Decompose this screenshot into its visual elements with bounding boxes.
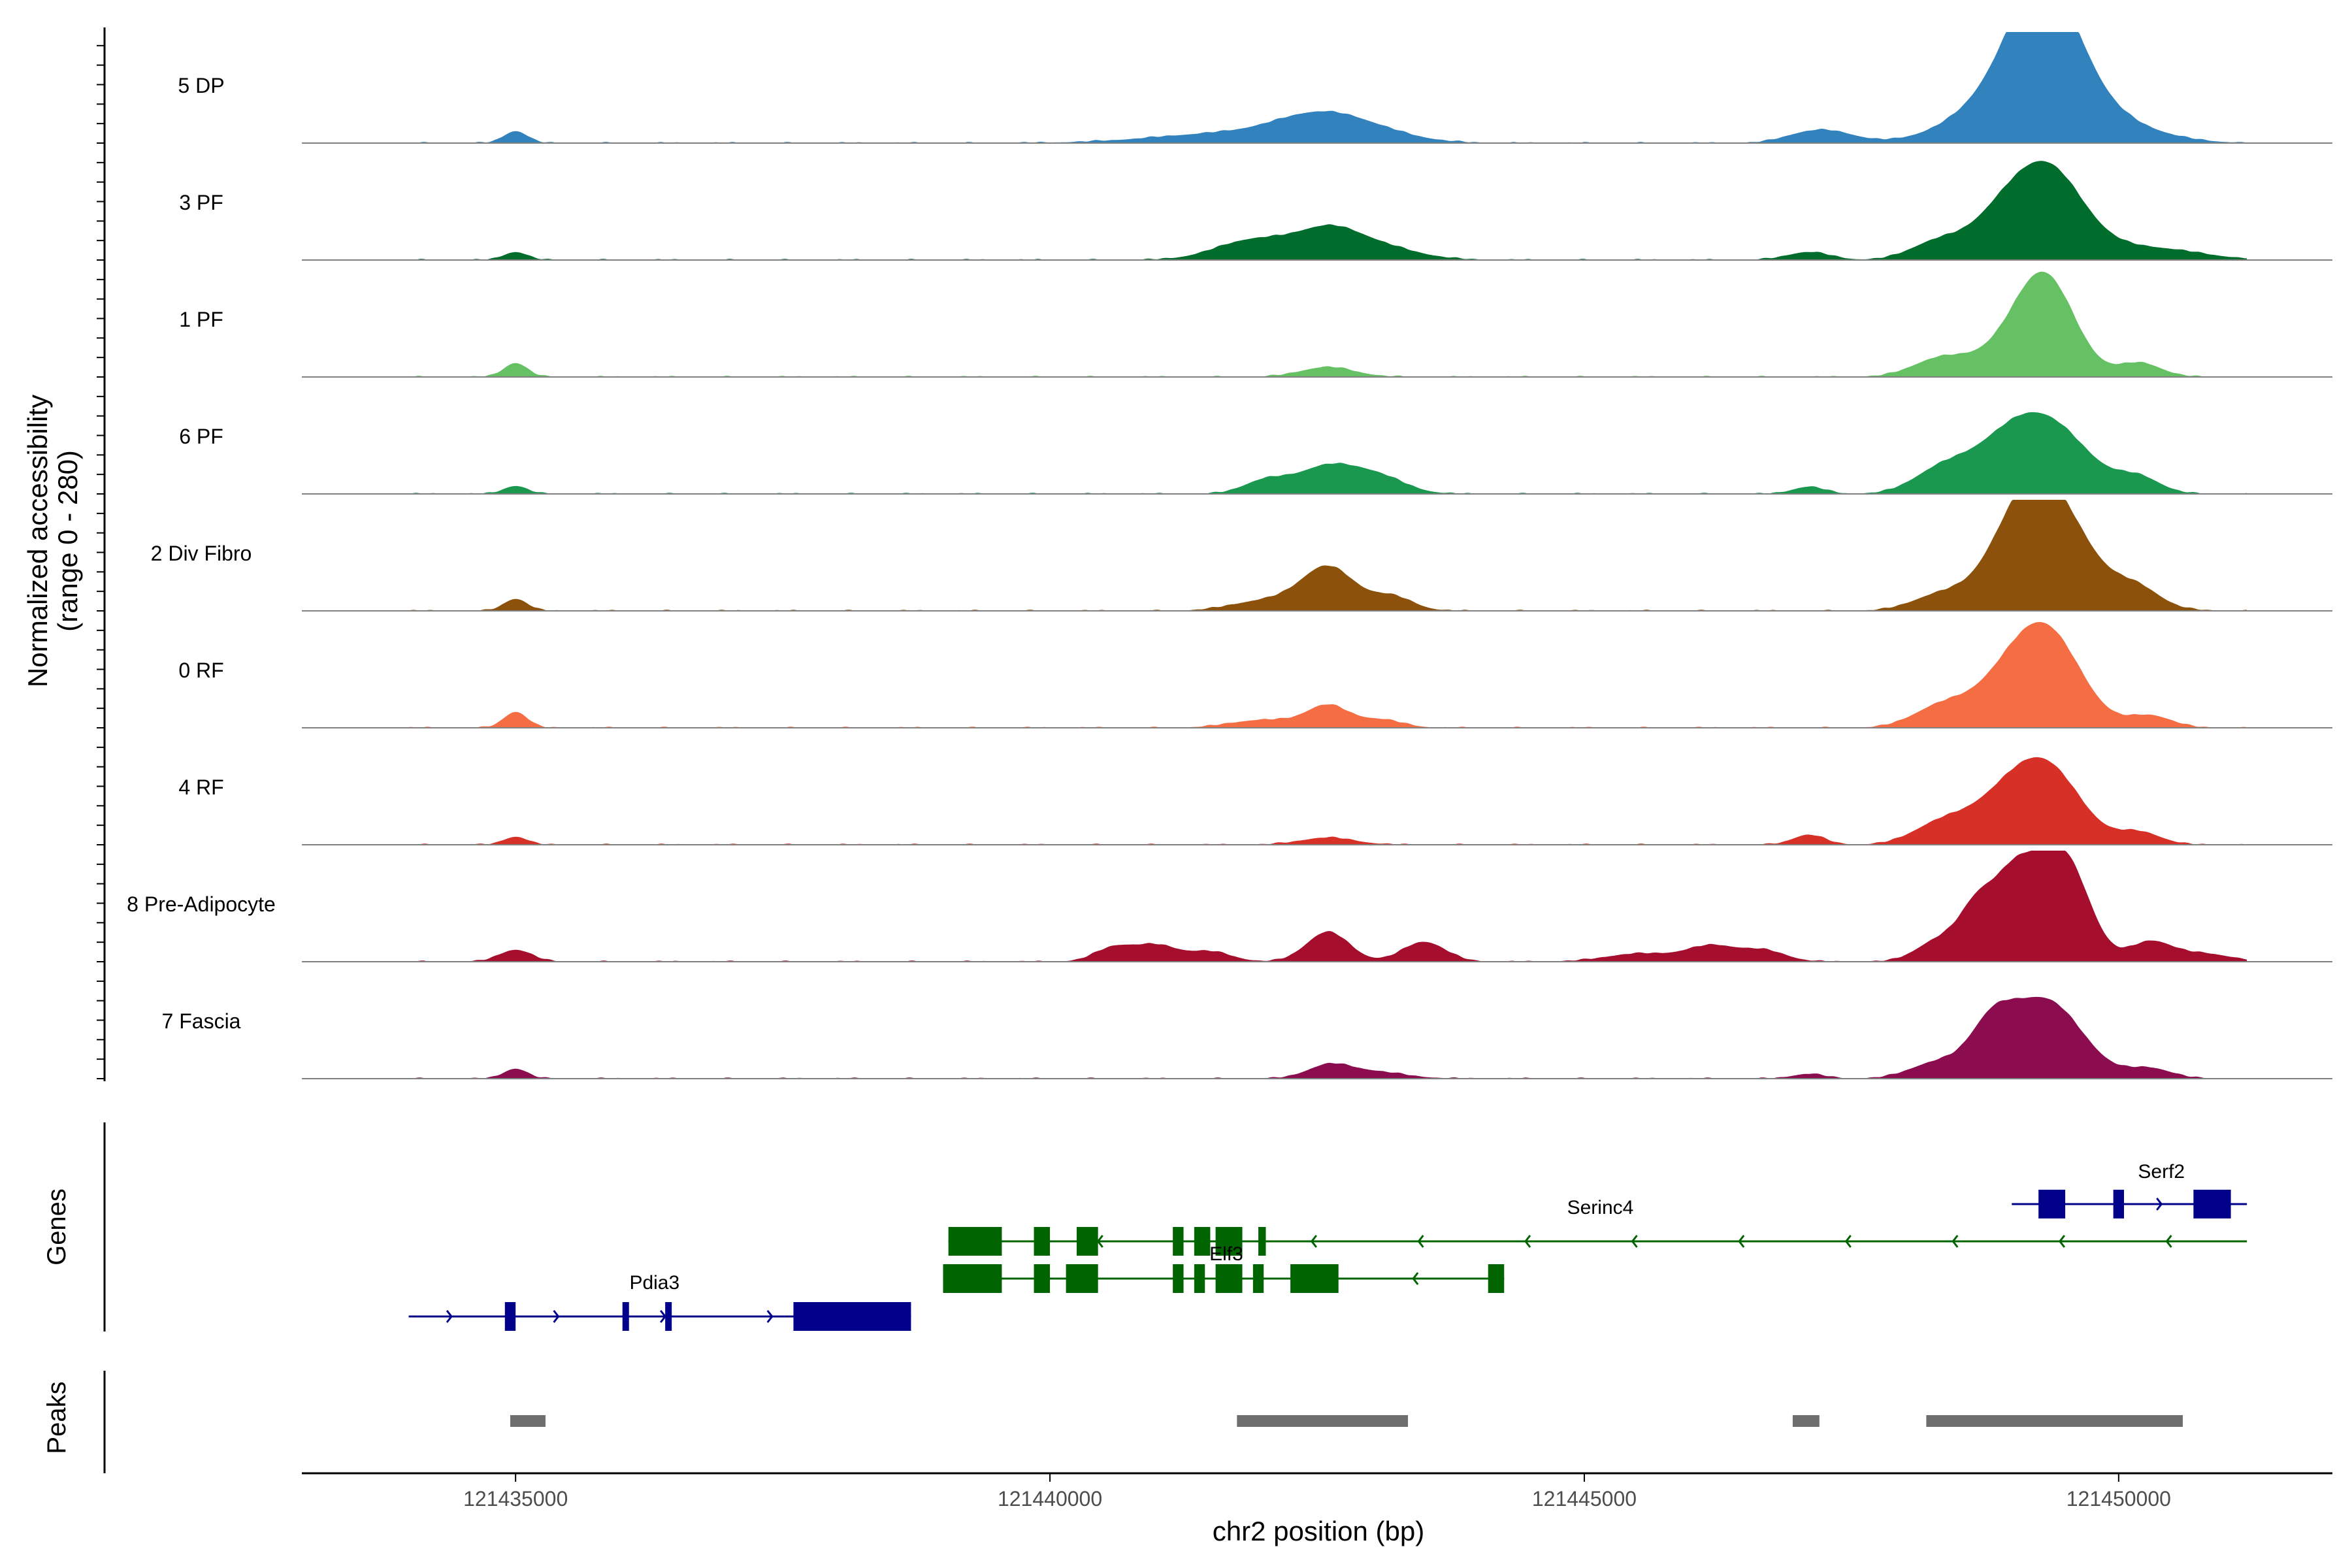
gene-exon bbox=[1034, 1227, 1051, 1256]
peaks-panel bbox=[510, 1415, 2183, 1427]
track-9: 7 Fascia bbox=[162, 996, 2332, 1079]
gene-exon bbox=[1252, 1264, 1264, 1293]
coverage-area bbox=[387, 412, 2247, 494]
gene-exon bbox=[793, 1302, 911, 1331]
gene-exon bbox=[1173, 1227, 1184, 1256]
gene-exon bbox=[2113, 1190, 2125, 1218]
gene-serf2: Serf2 bbox=[2012, 1161, 2247, 1218]
y-axis-title-line1: Normalized accessibility bbox=[22, 395, 53, 687]
gene-exon bbox=[665, 1302, 672, 1331]
strand-arrow bbox=[2156, 1198, 2163, 1211]
track-5: 2 Div Fibro bbox=[151, 500, 2332, 612]
gene-pdia3: Pdia3 bbox=[408, 1272, 911, 1331]
track-3: 1 PF bbox=[179, 271, 2332, 378]
coverage-area bbox=[387, 996, 2247, 1079]
gene-exon bbox=[1215, 1227, 1243, 1256]
peak-region bbox=[1237, 1415, 1409, 1427]
coverage-area bbox=[387, 32, 2247, 143]
track-label: 4 RF bbox=[178, 776, 223, 799]
strand-arrow bbox=[1417, 1235, 1424, 1248]
strand-arrow bbox=[766, 1310, 774, 1323]
track-label: 6 PF bbox=[179, 425, 223, 448]
track-2: 3 PF bbox=[179, 161, 2332, 261]
coverage-area bbox=[387, 757, 2247, 845]
track-label: 5 DP bbox=[178, 74, 224, 97]
strand-arrow bbox=[1631, 1235, 1638, 1248]
y-axis-title-line2: (range 0 - 280) bbox=[52, 450, 83, 632]
gene-label: Pdia3 bbox=[629, 1272, 679, 1294]
strand-arrow bbox=[553, 1310, 560, 1323]
coverage-area bbox=[387, 500, 2247, 611]
peaks-panel-title: Peaks bbox=[42, 1381, 71, 1454]
gene-serinc4: Serinc4 bbox=[948, 1197, 2247, 1256]
coverage-tracks: 5 DP 3 PF 1 PF 6 PF 2 Div Fibro 0 RF 4 RF 8 Pre… bbox=[127, 32, 2332, 1079]
gene-exon bbox=[2193, 1190, 2231, 1218]
track-label: 7 Fascia bbox=[162, 1009, 241, 1033]
gene-exon bbox=[1290, 1264, 1339, 1293]
peak-region bbox=[1926, 1415, 2183, 1427]
strand-arrow bbox=[2058, 1235, 2066, 1248]
gene-exon bbox=[622, 1302, 629, 1331]
track-label: 8 Pre-Adipocyte bbox=[127, 892, 276, 916]
gene-exon bbox=[1173, 1264, 1184, 1293]
track-6: 0 RF bbox=[178, 622, 2332, 728]
gene-exon bbox=[1066, 1264, 1098, 1293]
gene-exon bbox=[1034, 1264, 1051, 1293]
track-label: 1 PF bbox=[179, 308, 223, 331]
strand-arrow bbox=[1310, 1235, 1318, 1248]
x-tick-label: 121445000 bbox=[1532, 1487, 1637, 1511]
x-axis-title: chr2 position (bp) bbox=[1213, 1516, 1425, 1546]
strand-arrow bbox=[2165, 1235, 2172, 1248]
gene-exon bbox=[1215, 1264, 1243, 1293]
gene-exon bbox=[948, 1227, 1002, 1256]
track-7: 4 RF bbox=[178, 757, 2332, 845]
strand-arrow bbox=[1844, 1235, 1852, 1248]
gene-exon bbox=[1076, 1227, 1098, 1256]
gene-exon bbox=[2038, 1190, 2066, 1218]
x-tick-label: 121435000 bbox=[463, 1487, 568, 1511]
gene-elf3: Elf3 bbox=[943, 1243, 1505, 1293]
coverage-area bbox=[387, 161, 2247, 260]
strand-arrow bbox=[1524, 1235, 1531, 1248]
gene-exon bbox=[1258, 1227, 1266, 1256]
strand-arrow bbox=[1952, 1235, 1959, 1248]
gene-label: Elf3 bbox=[1209, 1243, 1243, 1265]
track-label: 3 PF bbox=[179, 191, 223, 214]
track-label: 0 RF bbox=[178, 659, 223, 682]
coverage-area bbox=[387, 622, 2247, 728]
gene-exon bbox=[1194, 1264, 1205, 1293]
coverage-area bbox=[387, 271, 2247, 377]
x-tick-label: 121440000 bbox=[998, 1487, 1102, 1511]
track-8: 8 Pre-Adipocyte bbox=[127, 851, 2332, 962]
gene-exon bbox=[1488, 1264, 1505, 1293]
strand-arrow bbox=[1412, 1272, 1419, 1285]
gene-exon bbox=[943, 1264, 1002, 1293]
gene-exon bbox=[1194, 1227, 1211, 1256]
axes: 121435000 121440000 121445000 121450000 bbox=[97, 27, 2332, 1511]
genes-panel-title: Genes bbox=[42, 1188, 71, 1266]
genes-panel: Pdia3 Serinc4 Elf3 Serf2 bbox=[408, 1161, 2247, 1331]
gene-label: Serinc4 bbox=[1567, 1197, 1634, 1218]
strand-arrow bbox=[1738, 1235, 1745, 1248]
coverage-area bbox=[387, 851, 2247, 962]
track-label: 2 Div Fibro bbox=[151, 542, 252, 565]
peak-region bbox=[510, 1415, 546, 1427]
gene-label: Serf2 bbox=[2138, 1161, 2185, 1183]
peak-region bbox=[1792, 1415, 1820, 1427]
track-4: 6 PF bbox=[179, 412, 2332, 495]
gene-exon bbox=[504, 1302, 516, 1331]
track-1: 5 DP bbox=[178, 32, 2332, 144]
x-tick-label: 121450000 bbox=[2066, 1487, 2171, 1511]
strand-arrow bbox=[446, 1310, 453, 1323]
